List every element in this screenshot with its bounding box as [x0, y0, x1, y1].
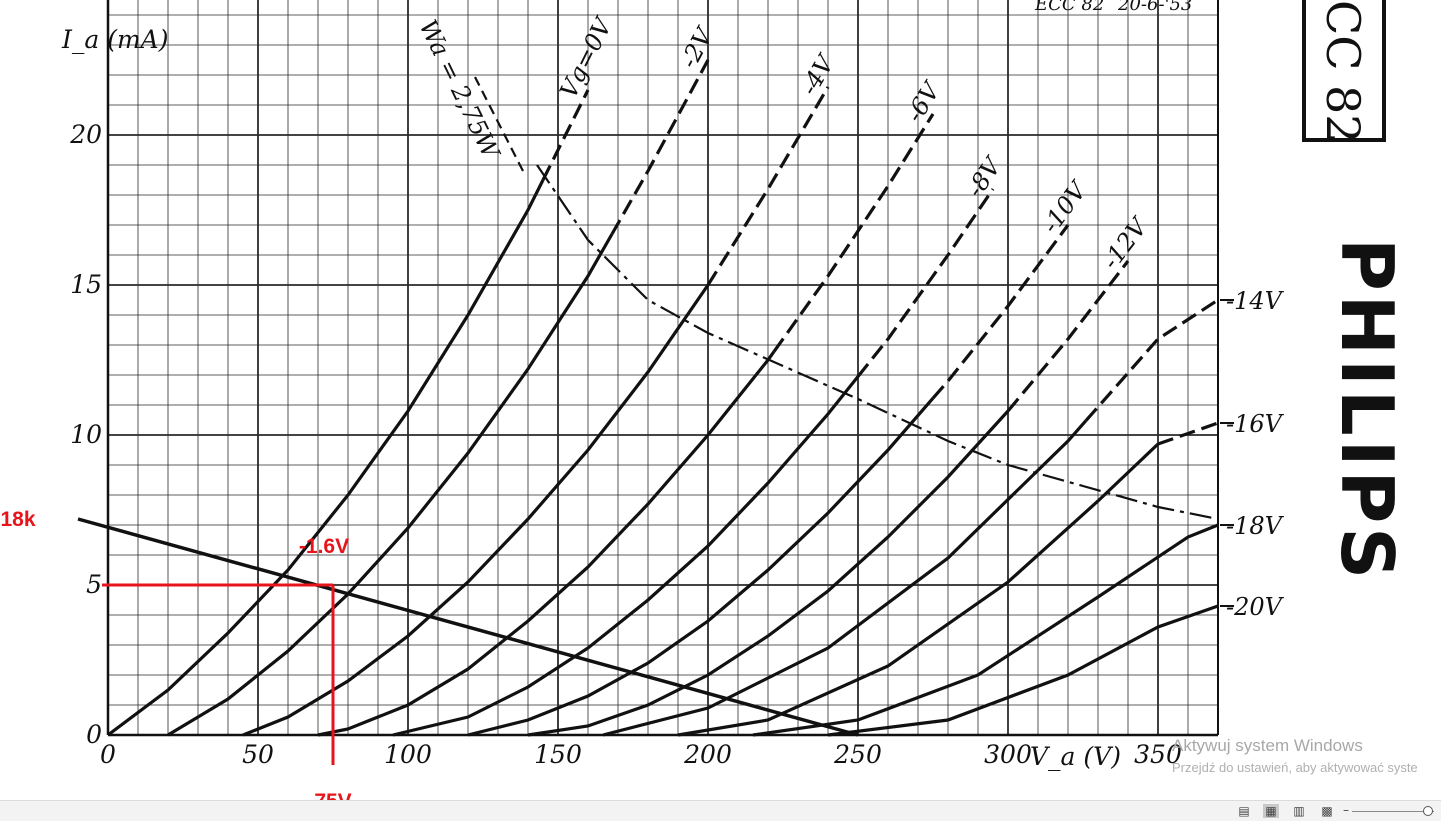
series-layer: Vg=0V -2V-4V-6V-8V -10V-12V-14V-16V-18V-20… — [107, 11, 1285, 737]
curve-label: -16V — [1226, 410, 1285, 438]
power-dissipation-curve — [536, 164, 1219, 521]
curve-label: -12V — [1097, 211, 1155, 275]
status-bar: ▤ ▦ ▥ ▩ – — [0, 800, 1441, 821]
x-tick-label: 0 — [100, 740, 116, 769]
tube-characteristics-chart: Vg=0V -2V-4V-6V-8V -10V-12V-14V-16V-18V-20… — [0, 0, 1409, 800]
annotation-layer: 18k -1.6V 75V — [0, 508, 351, 800]
y-axis-label-ia: I_a (mA) — [61, 25, 169, 54]
curve-label: -10V — [1036, 175, 1093, 239]
characteristic-curve: -2V — [167, 21, 720, 737]
characteristic-curve: -14V — [602, 287, 1285, 737]
curve-label: -2V — [675, 21, 720, 72]
curve-dashed-segment — [931, 224, 1070, 400]
curve-solid-segment — [392, 375, 860, 737]
web-layout-icon[interactable]: ▥ — [1293, 804, 1305, 818]
characteristic-curve: -18V — [752, 512, 1285, 737]
windows-activation-hint: Przejdź do ustawień, aby aktywować syste — [1172, 760, 1418, 775]
curve-label: -14V — [1226, 287, 1285, 315]
characteristic-curve: -20V — [827, 593, 1285, 737]
x-tick-label: 300 — [984, 740, 1032, 769]
curve-dashed-segment — [610, 59, 710, 235]
x-tick-label: 100 — [384, 740, 432, 769]
x-axis-label-va: V_a (V) — [1030, 742, 1121, 771]
curve-solid-segment — [107, 179, 545, 737]
annotation-label: -1.6V — [299, 535, 349, 558]
curve-dashed-segment — [1157, 421, 1219, 446]
curve-label: -4V — [795, 48, 841, 100]
plot-frame — [106, 0, 1219, 737]
curve-solid-segment — [242, 284, 710, 737]
windows-activation-watermark: Aktywuj system Windows — [1172, 736, 1363, 755]
zoom-slider[interactable] — [1352, 811, 1434, 812]
tube-label-box: CC 82 — [1302, 0, 1386, 144]
curve-label: -20V — [1226, 593, 1285, 621]
curve-solid-segment — [677, 442, 1160, 737]
y-tick-label: 0 — [86, 720, 102, 749]
load-line — [77, 517, 859, 737]
grid-minor — [108, 0, 1219, 735]
curve-dashed-segment — [772, 113, 935, 353]
curve-label: -6V — [900, 76, 947, 128]
date-stamp: 20-6-'53 — [1117, 0, 1192, 15]
curve-dashed-segment — [706, 86, 830, 286]
chart-title: ECC 82 — [1034, 0, 1104, 15]
load-line-layer — [77, 517, 859, 737]
print-layout-icon[interactable]: ▦ — [1263, 804, 1279, 818]
curve-solid-segment — [827, 604, 1219, 737]
zoom-slider-thumb[interactable] — [1423, 806, 1433, 816]
characteristic-curve: -12V — [527, 211, 1155, 737]
x-tick-label: 350 — [1134, 740, 1182, 769]
annotation-label: 18k — [0, 508, 35, 531]
characteristic-curve: -6V — [317, 76, 947, 737]
y-tick-label: 10 — [70, 420, 102, 449]
curve-dashed-segment — [1006, 260, 1130, 413]
x-tick-label: 200 — [683, 740, 732, 769]
annotation-label: 75V — [314, 790, 351, 800]
curve-label: -18V — [1226, 512, 1285, 540]
outline-view-icon[interactable]: ▩ — [1321, 804, 1333, 818]
characteristic-curve: Vg=0V — [107, 11, 619, 737]
x-tick-label: 150 — [534, 740, 582, 769]
curve-dashed-segment — [856, 188, 995, 378]
label-layer: 0 50 100 150 200 250 300 350 0 5 10 15 20 — [69, 120, 1182, 769]
x-tick-label: 50 — [242, 740, 274, 769]
power-curve-leader — [474, 76, 524, 172]
x-tick-label: 250 — [833, 740, 882, 769]
curve-solid-segment — [527, 409, 1010, 737]
read-mode-icon[interactable]: ▤ — [1238, 804, 1250, 818]
curve-solid-segment — [602, 419, 1088, 737]
curve-solid-segment — [167, 233, 614, 737]
characteristic-curve: -10V — [467, 175, 1094, 737]
curve-dashed-segment — [1084, 298, 1219, 422]
curve-dashed-segment — [541, 89, 590, 181]
y-tick-label: 5 — [86, 570, 102, 599]
y-tick-label: 15 — [70, 270, 102, 299]
tube-label: CC 82 — [1316, 0, 1370, 144]
brand-logo-philips: PHILIPS — [1325, 238, 1409, 583]
zoom-out-button[interactable]: – — [1343, 803, 1349, 817]
curve-label: Vg=0V — [554, 11, 618, 102]
characteristic-curve: -16V — [677, 410, 1285, 737]
grid-major — [107, 0, 1218, 736]
power-curve-label: Wa = 2,75W — [414, 15, 506, 165]
curve-solid-segment — [317, 350, 776, 737]
y-tick-label: 20 — [69, 120, 102, 149]
curve-solid-segment — [752, 523, 1219, 737]
curve-solid-segment — [467, 397, 935, 737]
